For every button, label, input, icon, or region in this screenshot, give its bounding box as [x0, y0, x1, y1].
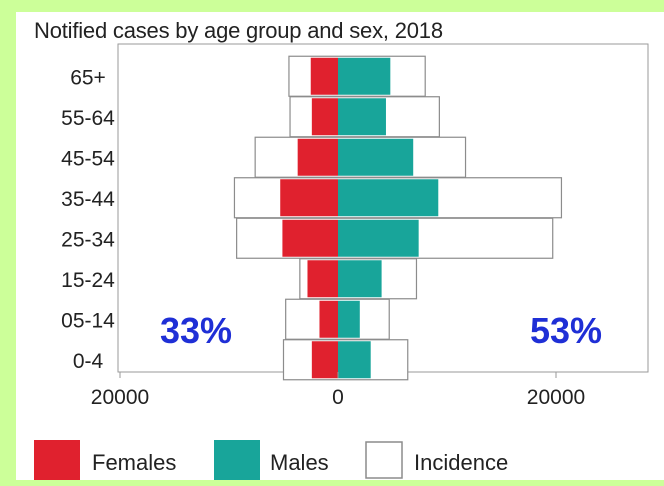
legend-label-males: Males	[270, 450, 329, 475]
female-bar-0-4	[311, 341, 338, 379]
y-tick-label-05-14: 05-14	[61, 309, 115, 332]
legend-label-females: Females	[92, 450, 177, 475]
chart-title: Notified cases by age group and sex, 201…	[34, 18, 443, 43]
male-bar-25-34	[338, 219, 419, 257]
female-bar-25-34	[282, 219, 338, 257]
female-bar-35-44	[280, 179, 338, 217]
legend-swatch-males	[214, 440, 260, 480]
x-tick-label-2: 20000	[527, 386, 585, 409]
male-bar-65+	[338, 57, 391, 95]
male-bar-35-44	[338, 179, 439, 217]
male-bar-05-14	[338, 300, 360, 338]
y-tick-label-0-4: 0-4	[73, 350, 104, 373]
legend-label-incidence: Incidence	[414, 450, 509, 475]
males-percentage-annotation: 53%	[530, 310, 603, 351]
male-bar-15-24	[338, 260, 382, 298]
legend-swatch-incidence	[365, 441, 403, 479]
male-bar-0-4	[338, 341, 371, 379]
male-bar-55-64	[338, 98, 386, 136]
y-tick-label-45-54: 45-54	[61, 147, 115, 170]
y-tick-label-55-64: 55-64	[61, 107, 115, 130]
female-bar-05-14	[319, 300, 338, 338]
females-percentage-annotation: 33%	[160, 310, 233, 351]
female-bar-55-64	[311, 98, 338, 136]
x-tick-label-1: 0	[332, 386, 344, 409]
female-bar-65+	[310, 57, 338, 95]
legend-swatch-females	[34, 440, 80, 480]
y-tick-label-15-24: 15-24	[61, 269, 115, 292]
y-tick-label-25-34: 25-34	[61, 228, 115, 251]
y-tick-label-65+: 65+	[70, 66, 106, 89]
female-bar-45-54	[297, 138, 338, 176]
y-tick-label-35-44: 35-44	[61, 188, 115, 211]
female-bar-15-24	[307, 260, 338, 298]
x-tick-label-0: 20000	[91, 386, 149, 409]
male-bar-45-54	[338, 138, 414, 176]
